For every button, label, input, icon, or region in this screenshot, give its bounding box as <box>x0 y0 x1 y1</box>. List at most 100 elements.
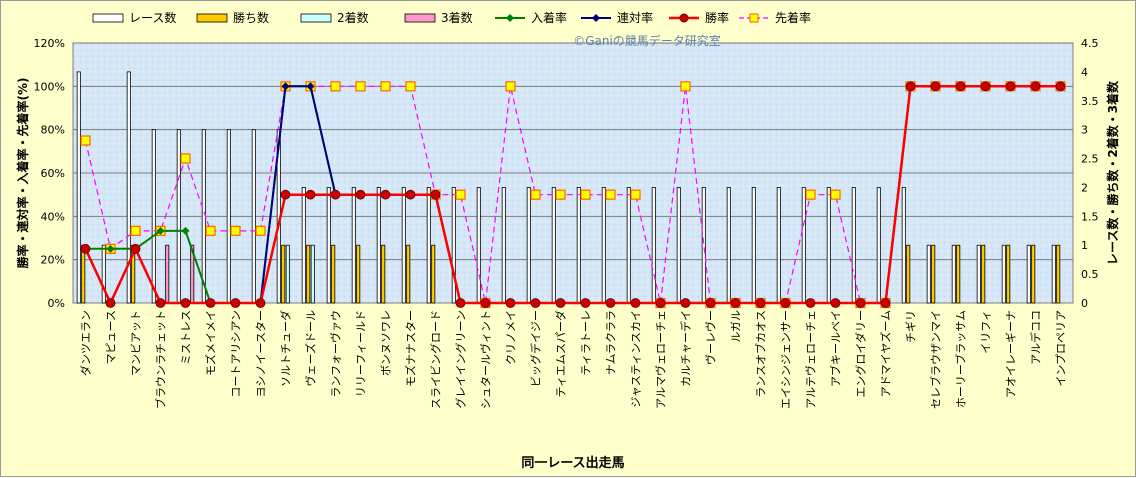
marker-先着率 <box>805 189 816 200</box>
bar-レース数 <box>876 187 881 304</box>
marker-勝率 <box>330 189 341 200</box>
bar-レース数 <box>376 187 381 304</box>
legend-swatch <box>196 13 228 23</box>
marker-先着率 <box>505 81 516 92</box>
x-tick-label: アルマヴェローチェ <box>654 310 668 409</box>
bar-勝ち数 <box>906 244 911 304</box>
bar-勝ち数 <box>1031 244 1036 304</box>
bar-レース数 <box>676 187 681 304</box>
legend-label: 連対率 <box>617 10 653 25</box>
x-tick-label: カルチャーデイ <box>679 310 693 387</box>
x-tick-label: エングロイダリー <box>854 310 868 398</box>
x-tick-label: ナムラクララ <box>605 310 618 375</box>
marker-勝率 <box>780 298 791 308</box>
x-tick-label: マンビアット <box>130 310 143 376</box>
x-tick-label: ヴェーズドール <box>304 310 318 386</box>
marker-勝率 <box>605 298 616 308</box>
marker-先着率 <box>130 225 141 236</box>
x-tick-label: コートアリシアン <box>230 310 243 398</box>
y-axis-right-title: レース数・勝ち数・2着数・3着数 <box>1105 80 1120 265</box>
bar-レース数 <box>426 187 431 304</box>
marker-勝率 <box>105 298 116 308</box>
bar-レース数 <box>826 187 831 304</box>
bar-勝ち数 <box>331 244 336 304</box>
line-series <box>80 81 1066 309</box>
bar-レース数 <box>901 187 906 304</box>
bar-レース数 <box>176 129 181 304</box>
y-left-tick-label: 20% <box>41 254 65 267</box>
bar-レース数 <box>401 187 406 304</box>
bar-レース数 <box>226 129 231 304</box>
x-tick-label: ホーリーブラッサム <box>954 310 968 408</box>
marker-勝率 <box>505 298 516 308</box>
line-勝率 <box>84 85 1061 306</box>
marker-先着率 <box>205 225 216 236</box>
y-right-tick-label: 1.5 <box>1081 210 1099 223</box>
bar-レース数 <box>726 187 731 304</box>
x-tick-label: セレブラウザンマイ <box>929 310 943 409</box>
marker-勝率 <box>730 298 741 308</box>
bar-勝ち数 <box>1056 244 1061 304</box>
legend-label: 3着数 <box>441 10 473 25</box>
bar-レース数 <box>651 187 656 304</box>
watermark-text: ©Ganiの競馬データ研究室 <box>573 33 721 48</box>
bar-勝ち数 <box>281 244 286 304</box>
legend-label: 勝ち数 <box>233 10 269 25</box>
legend-marker <box>679 13 689 23</box>
bar-勝ち数 <box>356 244 361 304</box>
x-tick-label: ダンツエラン <box>79 310 93 376</box>
marker-先着率 <box>80 135 91 146</box>
marker-入着率 <box>156 226 165 235</box>
marker-勝率 <box>555 298 566 308</box>
bar-レース数 <box>926 244 931 304</box>
x-tick-label: インプロペリア <box>1055 310 1068 387</box>
bar-勝ち数 <box>381 244 386 304</box>
y-left-tick-label: 40% <box>41 210 65 223</box>
marker-先着率 <box>255 225 266 236</box>
marker-勝率 <box>1005 81 1016 92</box>
legend-label: 勝率 <box>705 10 729 25</box>
bar-レース数 <box>101 244 106 304</box>
marker-勝率 <box>455 298 466 308</box>
marker-勝率 <box>955 81 966 92</box>
legend-swatch <box>404 13 436 23</box>
marker-先着率 <box>530 189 541 200</box>
marker-勝率 <box>205 298 216 308</box>
marker-勝率 <box>355 189 366 200</box>
marker-先着率 <box>380 81 391 92</box>
bar-レース数 <box>851 187 856 304</box>
y-left-tick-label: 100% <box>34 80 65 93</box>
bar-レース数 <box>951 244 956 304</box>
legend-swatch <box>300 13 332 23</box>
marker-先着率 <box>830 189 841 200</box>
bar-レース数 <box>451 187 456 304</box>
bar-レース数 <box>701 187 706 304</box>
y-left-tick-label: 60% <box>41 167 65 180</box>
marker-勝率 <box>1030 81 1041 92</box>
bar-レース数 <box>251 129 256 304</box>
x-tick-label: アブキールベイ <box>829 310 843 387</box>
bar-レース数 <box>126 71 131 304</box>
x-tick-label: ヴーレヴー <box>704 310 718 365</box>
bar-レース数 <box>301 187 306 304</box>
x-tick-label: ルガル <box>730 310 743 343</box>
x-tick-label: モズメイメイ <box>204 310 218 376</box>
legend-label: 先着率 <box>775 10 811 25</box>
marker-入着率 <box>181 226 190 235</box>
marker-入着率 <box>106 244 115 253</box>
marker-勝率 <box>805 298 816 308</box>
bar-レース数 <box>551 187 556 304</box>
bar-レース数 <box>501 187 506 304</box>
x-tick-label: リリーフィールド <box>355 310 368 397</box>
y-left-tick-label: 120% <box>34 37 65 50</box>
x-tick-label: ビッグデイジー <box>529 310 543 387</box>
x-tick-label: ボンヌソワレ <box>380 310 393 376</box>
bar-勝ち数 <box>306 244 311 304</box>
bar-レース数 <box>801 187 806 304</box>
bar-レース数 <box>351 187 356 304</box>
y-right-tick-label: 2.5 <box>1081 153 1099 166</box>
x-tick-label: ヨシノイースター <box>255 310 268 397</box>
y-right-tick-label: 0 <box>1081 297 1088 310</box>
legend-label: 2着数 <box>337 10 369 25</box>
marker-先着率 <box>680 81 691 92</box>
